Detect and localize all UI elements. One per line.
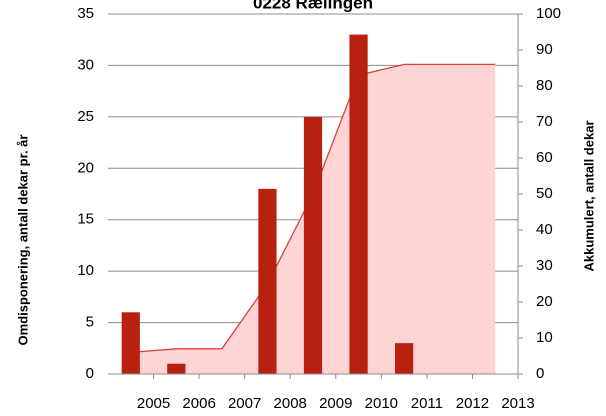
y-tick-label: 20 [77,159,94,176]
chart-title: 0228 Rælingen [253,0,373,12]
y-tick-label: 25 [77,108,94,125]
y-axis-title: Omdisponering, antall dekar pr. år [15,135,30,346]
x-tick-label: 2012 [456,395,489,412]
bar [167,363,186,374]
bar [121,312,140,374]
y2-tick-label: 70 [536,113,553,130]
y-tick-label: 35 [77,5,94,22]
y2-tick-label: 40 [536,221,553,238]
bar [395,343,414,374]
x-tick-label: 2010 [365,395,398,412]
x-tick-label: 2007 [228,395,261,412]
x-tick-label: 2011 [411,395,443,412]
x-tick-label: 2008 [274,395,307,412]
y-tick-label: 5 [86,314,94,331]
x-tick-label: 2013 [501,395,534,412]
y2-tick-label: 10 [536,329,553,346]
bar [303,116,323,374]
y2-tick-label: 30 [536,257,553,274]
y2-tick-label: 0 [536,365,544,382]
y2-tick-label: 50 [536,185,553,202]
y2-tick-label: 90 [536,41,553,58]
y2-tick-label: 60 [536,149,553,166]
y-tick-label: 0 [86,365,94,382]
y2-tick-label: 20 [536,293,553,310]
bar [349,34,368,374]
y2-tick-label: 100 [536,5,561,22]
x-tick-label: 2009 [319,395,352,412]
y2-axis-title: Akkumulert, antall dekar [581,121,596,272]
bar [258,188,277,374]
y-tick-label: 15 [77,211,94,228]
x-tick-label: 2005 [137,395,170,412]
y2-tick-label: 80 [536,77,553,94]
x-tick-label: 2006 [182,395,215,412]
y-tick-label: 10 [77,262,94,279]
y-tick-label: 30 [77,56,94,73]
